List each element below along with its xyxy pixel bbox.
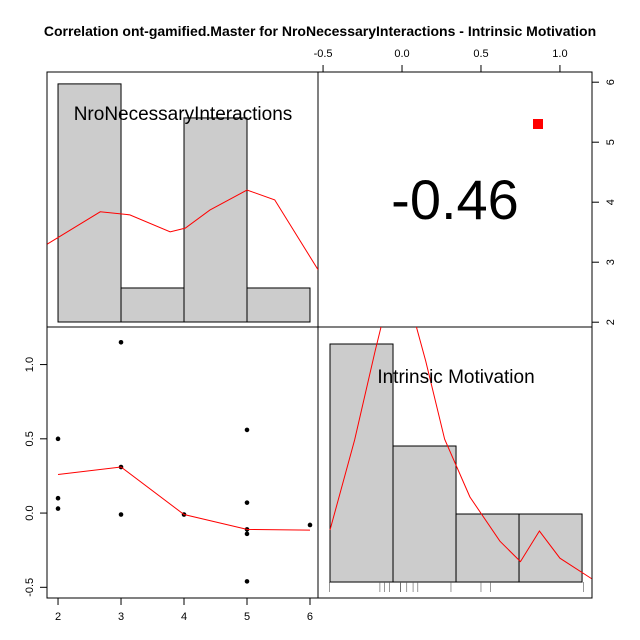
scatter-point: [244, 427, 250, 433]
hist-bar: [57, 83, 122, 323]
scatter-point: [244, 531, 250, 537]
chart-title: Correlation ont-gamified.Master for NroN…: [44, 23, 596, 39]
correlation-value: -0.46: [391, 168, 519, 231]
y-tick-label: 0.0: [24, 505, 36, 520]
smooth-line: [57, 466, 311, 531]
scatter-point: [244, 579, 250, 584]
density-line: [329, 327, 592, 580]
y2-tick-label: 3: [605, 259, 617, 265]
x2-tick-label: 0.5: [473, 48, 488, 60]
scatter-point: [118, 339, 124, 345]
x2-tick-label: 0.0: [394, 48, 409, 60]
hist-bar: [183, 117, 248, 323]
y2-tick-label: 6: [605, 79, 617, 85]
plot-frame: [46, 71, 593, 599]
scatter-point: [55, 506, 61, 511]
hist-bar: [455, 513, 520, 583]
hist-bar: [518, 513, 583, 583]
hist-bar: [329, 343, 394, 583]
scatter-point: [55, 495, 61, 501]
x-tick-label: 5: [244, 611, 250, 623]
x-tick-label: 3: [118, 611, 124, 623]
scatter-point: [55, 436, 61, 442]
y2-tick-label: 2: [605, 319, 617, 325]
x2-tick-label: 1.0: [552, 48, 567, 60]
x-tick-label: 2: [55, 611, 61, 623]
y2-tick-label: 5: [605, 139, 617, 145]
y-tick-label: 1.0: [24, 357, 36, 372]
hist-bar: [392, 445, 457, 583]
hist-bar: [246, 287, 311, 323]
y-tick-label: 0.5: [24, 431, 36, 446]
density-line: [47, 189, 318, 271]
x2-tick-label: -0.5: [314, 48, 333, 60]
scatter-point: [118, 512, 124, 517]
variable-label: Intrinsic Motivation: [377, 367, 534, 388]
correlation-glyph: [533, 119, 543, 129]
y2-tick-label: 4: [605, 199, 617, 205]
hist-bar: [120, 287, 185, 323]
scatter-point: [307, 522, 313, 528]
scatter-point: [244, 500, 250, 505]
x-tick-label: 4: [181, 611, 187, 623]
y-tick-label: -0.5: [24, 578, 36, 597]
variable-label: NroNecessaryInteractions: [74, 104, 293, 125]
x-tick-label: 6: [307, 611, 313, 623]
